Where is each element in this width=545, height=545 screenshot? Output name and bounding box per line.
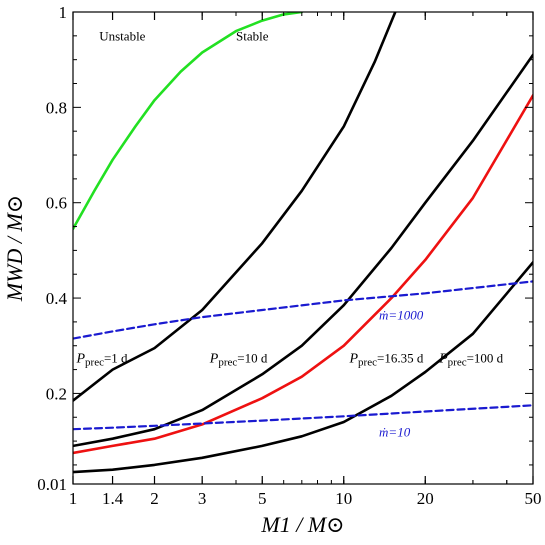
x-tick-label: 20 bbox=[417, 489, 434, 508]
annotation-label: ṁ=10 bbox=[379, 424, 411, 439]
annotation-label: Pprec=100 d bbox=[438, 350, 504, 368]
x-tick-label: 1 bbox=[69, 489, 78, 508]
y-tick-label: 1 bbox=[59, 3, 68, 22]
y-tick-label: 0.8 bbox=[46, 98, 67, 117]
y-tick-label: 0.01 bbox=[37, 475, 67, 494]
x-tick-label: 10 bbox=[335, 489, 352, 508]
x-tick-label: 5 bbox=[258, 489, 267, 508]
annotation-label: Stable bbox=[236, 29, 269, 44]
annotation-label: Pprec=1 d bbox=[75, 350, 128, 368]
y-tick-label: 0.4 bbox=[46, 289, 68, 308]
tick-labels: 1 1.4 2 3 5 10 20 50 0.01 0.2 0.4 0.6 0.8 1 bbox=[37, 3, 541, 508]
ticks-layer bbox=[72, 12, 534, 484]
x-tick-label: 1.4 bbox=[102, 489, 124, 508]
y-axis-title: MWD / M⊙ bbox=[2, 195, 27, 302]
annotation-label: ṁ=1000 bbox=[379, 308, 424, 323]
x-tick-label: 50 bbox=[525, 489, 542, 508]
x-tick-label: 2 bbox=[150, 489, 159, 508]
y-tick-label: 0.2 bbox=[46, 384, 67, 403]
plot-frame bbox=[72, 11, 534, 485]
series-line-1 bbox=[73, 12, 304, 231]
y-tick-label: 0.6 bbox=[46, 194, 67, 213]
x-axis-title: M1 / M⊙ bbox=[260, 512, 344, 537]
annotation-label: Unstable bbox=[99, 29, 145, 44]
series-line-4 bbox=[73, 94, 533, 455]
series-line-5 bbox=[73, 260, 533, 474]
series-line-3 bbox=[73, 53, 533, 448]
x-tick-label: 3 bbox=[198, 489, 207, 508]
annotations: Unstable Stable Pprec=1 d Pprec=10 d Pprec=1… bbox=[75, 29, 503, 440]
series-layer bbox=[73, 12, 533, 474]
annotation-label: Pprec=10 d bbox=[209, 350, 268, 368]
annotation-label: Pprec=16.35 d bbox=[348, 350, 423, 368]
series-line-2 bbox=[73, 12, 397, 402]
series-line-7 bbox=[73, 404, 533, 431]
series-line-6 bbox=[73, 280, 533, 340]
